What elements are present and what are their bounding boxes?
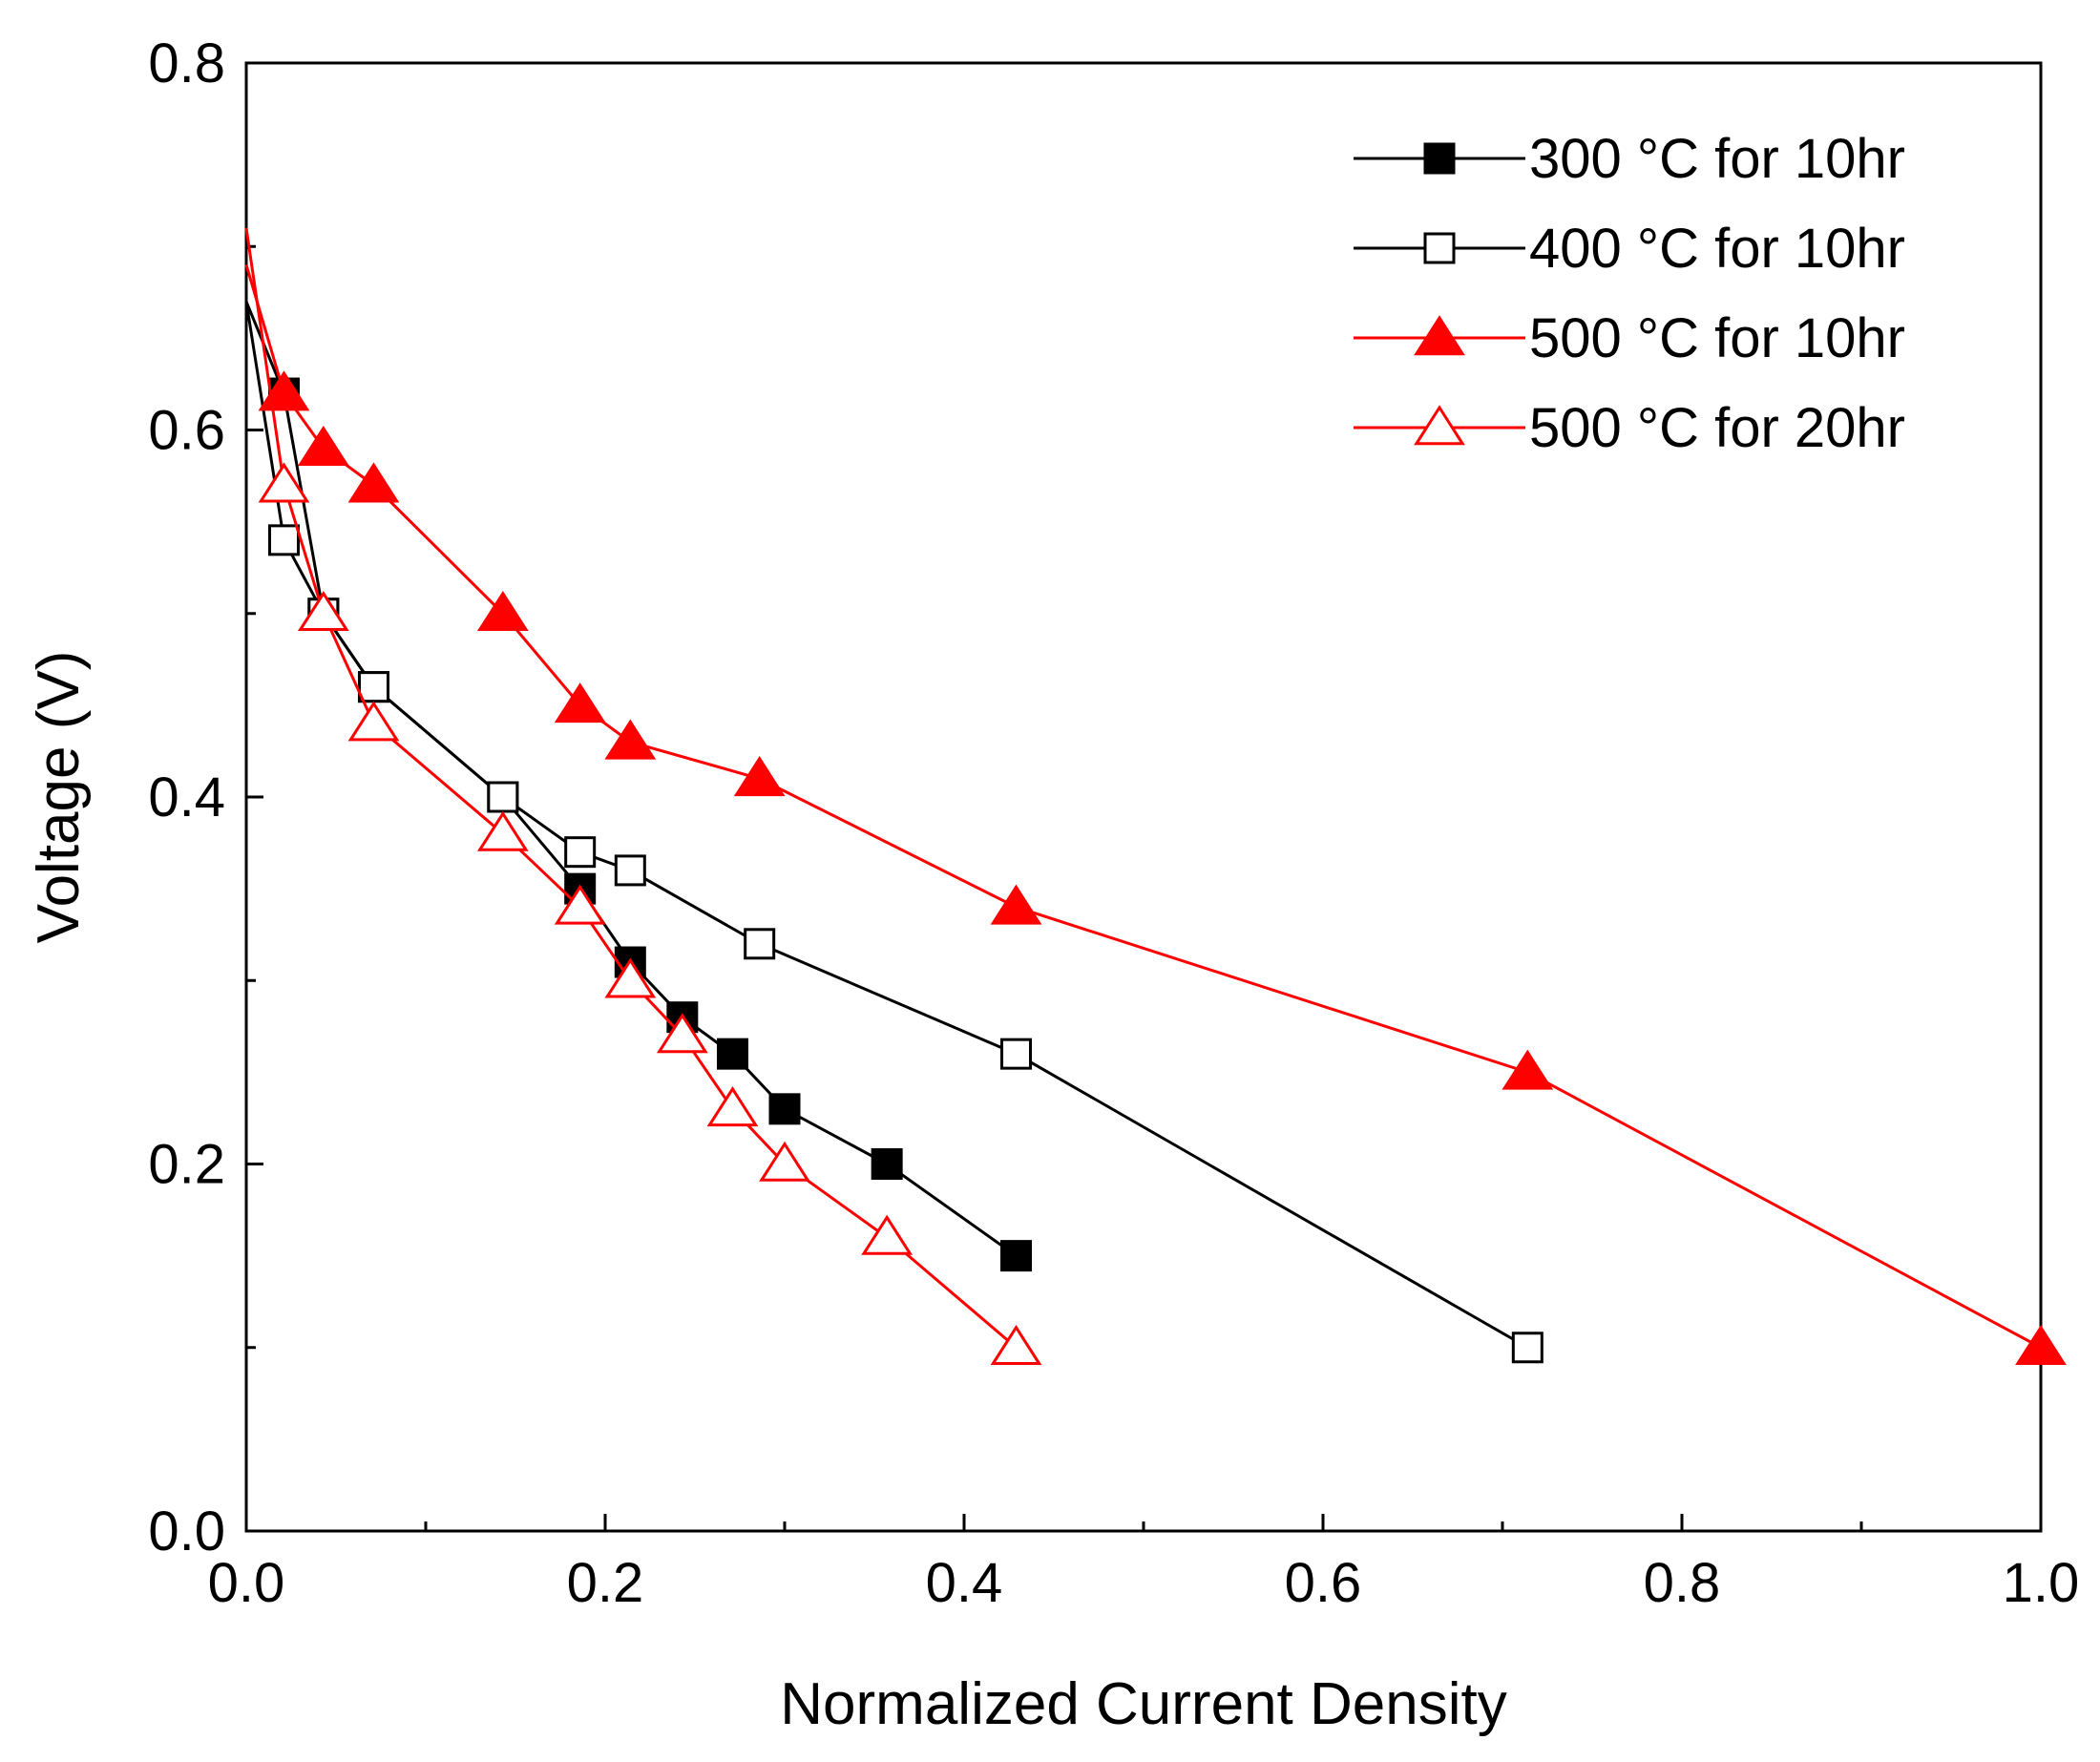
data-point [554, 682, 606, 724]
y-axis-title: Voltage (V) [26, 651, 92, 944]
x-tick-label: 0.2 [567, 1552, 644, 1614]
data-point [861, 1214, 914, 1255]
data-point [1511, 1332, 1544, 1364]
x-tick-label: 0.8 [1644, 1552, 1721, 1614]
data-point [487, 781, 519, 813]
data-point [1000, 1240, 1033, 1272]
legend-item: 500 °C for 20hr [1354, 397, 1905, 459]
y-tick-label: 0.4 [148, 766, 225, 829]
data-point [554, 884, 606, 925]
data-point [604, 957, 657, 998]
legend-item: 500 °C for 10hr [1354, 307, 1905, 369]
series-line [244, 301, 1529, 1350]
legend-marker [1423, 232, 1456, 264]
data-point [744, 928, 776, 960]
x-axis-ticks: 0.0 0.2 0.4 0.6 0.8 1.0 [208, 1514, 2080, 1614]
data-point [476, 810, 529, 851]
data-point [297, 590, 349, 632]
x-tick-label: 1.0 [2003, 1552, 2080, 1614]
legend-marker [1414, 315, 1465, 356]
y-tick-label: 0.0 [148, 1500, 225, 1563]
data-point [716, 1038, 748, 1070]
y-axis-ticks: 0.0 0.2 0.4 0.6 0.8 [148, 32, 263, 1563]
legend-label: 500 °C for 20hr [1529, 397, 1905, 459]
data-point [871, 1148, 903, 1180]
data-point [604, 719, 657, 760]
legend-label: 400 °C for 10hr [1529, 218, 1905, 280]
data-point [990, 1324, 1042, 1366]
data-point [656, 1013, 708, 1054]
data-point [733, 755, 786, 797]
legend-marker [1414, 405, 1465, 446]
y-tick-label: 0.6 [148, 400, 225, 462]
data-point [1000, 1038, 1033, 1070]
x-tick-label: 0.6 [1285, 1552, 1362, 1614]
data-point [297, 425, 349, 467]
legend-label: 500 °C for 10hr [1529, 307, 1905, 369]
data-point [347, 701, 400, 742]
series-layer [244, 227, 2067, 1366]
data-point [2015, 1324, 2067, 1366]
legend-label: 300 °C for 10hr [1529, 128, 1905, 190]
x-axis-title: Normalized Current Density [780, 1671, 1506, 1737]
series-2 [244, 301, 1544, 1364]
y-tick-label: 0.8 [148, 32, 225, 94]
data-point [759, 1141, 810, 1182]
series-line [244, 301, 1018, 1257]
x-tick-label: 0.0 [208, 1552, 285, 1614]
data-point [990, 884, 1042, 925]
data-point [706, 1086, 759, 1127]
data-point [614, 854, 646, 887]
data-point [357, 671, 389, 703]
legend-marker [1423, 142, 1456, 175]
legend: 300 °C for 10hr 400 °C for 10hr 500 °C for… [1354, 128, 1905, 459]
legend-item: 400 °C for 10hr [1354, 218, 1905, 280]
series-4 [244, 227, 1042, 1366]
data-point [1502, 1049, 1554, 1090]
data-point [564, 836, 597, 869]
data-point [347, 462, 400, 503]
legend-item: 300 °C for 10hr [1354, 128, 1905, 190]
data-point [476, 590, 529, 632]
series-3 [244, 264, 2067, 1366]
data-point [768, 1093, 801, 1125]
data-point [267, 524, 300, 556]
data-point [258, 462, 310, 503]
x-tick-label: 0.4 [926, 1552, 1003, 1614]
plot-area: 0.0 0.2 0.4 0.6 0.8 1.0 0.0 0.2 0.4 0.6 0.8 [148, 32, 2079, 1614]
y-tick-label: 0.2 [148, 1134, 225, 1196]
